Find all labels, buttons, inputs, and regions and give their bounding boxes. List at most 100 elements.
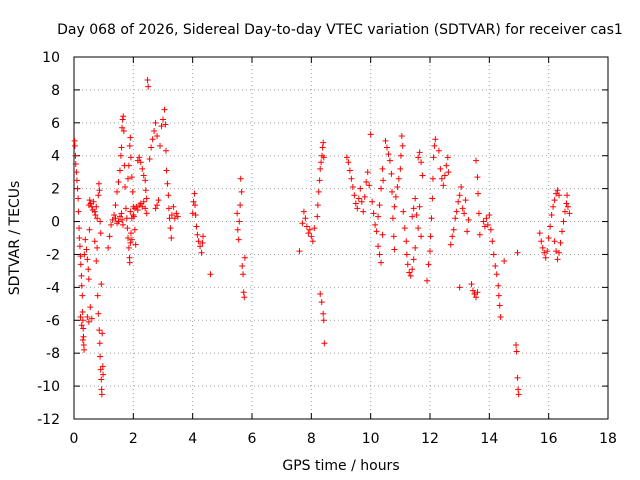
data-point <box>154 132 161 139</box>
data-point <box>311 225 318 232</box>
data-point <box>119 124 126 131</box>
data-point <box>140 172 147 179</box>
data-point <box>484 221 491 228</box>
data-point <box>399 142 406 149</box>
data-point <box>118 144 125 151</box>
data-point <box>302 215 309 222</box>
data-points <box>71 77 573 398</box>
data-point <box>556 192 563 199</box>
data-point <box>348 175 355 182</box>
data-point <box>501 258 508 265</box>
data-point <box>455 198 462 205</box>
data-point <box>237 175 244 182</box>
data-point <box>78 322 85 329</box>
data-point <box>370 210 377 217</box>
data-point <box>551 197 558 204</box>
data-point <box>132 241 139 248</box>
data-point <box>118 210 125 217</box>
data-point <box>173 210 180 217</box>
plot-frame <box>73 56 609 420</box>
data-point <box>410 205 417 212</box>
data-point <box>76 225 83 232</box>
data-point <box>96 327 103 334</box>
data-point <box>539 244 546 251</box>
grid-lines <box>74 57 608 419</box>
data-point <box>385 151 392 158</box>
data-point <box>476 231 483 238</box>
data-point <box>108 221 115 228</box>
data-point <box>79 337 86 344</box>
data-point <box>437 165 444 172</box>
data-point <box>151 128 158 135</box>
data-point <box>95 310 102 317</box>
data-point <box>128 215 135 222</box>
data-point <box>116 213 123 220</box>
data-point <box>119 221 126 228</box>
data-point <box>120 128 127 135</box>
data-point <box>474 289 481 296</box>
data-point <box>124 175 131 182</box>
data-point <box>155 197 162 204</box>
data-point <box>91 238 98 245</box>
data-point <box>192 211 199 218</box>
x-tick-label: 4 <box>188 431 197 447</box>
data-point <box>134 207 141 214</box>
data-point <box>496 302 503 309</box>
data-point <box>410 256 417 263</box>
data-point <box>397 165 404 172</box>
data-point <box>84 256 91 263</box>
data-point <box>73 177 80 184</box>
data-point <box>483 215 490 222</box>
data-point <box>97 366 104 373</box>
data-point <box>495 292 502 299</box>
data-point <box>550 203 557 210</box>
data-point <box>74 185 81 192</box>
data-point <box>352 200 359 207</box>
data-point <box>92 211 99 218</box>
data-point <box>123 215 130 222</box>
data-point <box>429 195 436 202</box>
data-point <box>98 391 105 398</box>
data-point <box>472 294 479 301</box>
data-point <box>114 188 121 195</box>
data-point <box>148 144 155 151</box>
data-point <box>401 225 408 232</box>
data-point <box>165 192 172 199</box>
data-point <box>145 83 152 90</box>
data-point <box>395 175 402 182</box>
data-point <box>234 210 241 217</box>
data-point <box>144 77 151 84</box>
data-point <box>125 244 132 251</box>
data-point <box>430 154 437 161</box>
data-point <box>428 215 435 222</box>
data-point <box>360 208 367 215</box>
data-point <box>447 241 454 248</box>
data-point <box>127 239 134 246</box>
data-point <box>117 152 124 159</box>
data-point <box>450 226 457 233</box>
data-point <box>432 136 439 143</box>
data-point <box>378 259 385 266</box>
data-point <box>136 154 143 161</box>
y-tick-label: -4 <box>46 280 60 296</box>
data-point <box>406 269 413 276</box>
data-point <box>90 198 97 205</box>
data-point <box>419 172 426 179</box>
data-point <box>551 238 558 245</box>
data-point <box>418 233 425 240</box>
data-point <box>162 147 169 154</box>
data-point <box>239 262 246 269</box>
data-point <box>127 208 134 215</box>
data-point <box>122 183 129 190</box>
data-point <box>190 198 197 205</box>
data-point <box>112 202 119 209</box>
data-point <box>80 325 87 332</box>
data-point <box>392 193 399 200</box>
data-point <box>72 152 79 159</box>
data-point <box>357 185 364 192</box>
data-point <box>389 215 396 222</box>
data-point <box>547 223 554 230</box>
data-point <box>379 231 386 238</box>
data-point <box>198 249 205 256</box>
data-point <box>416 149 423 156</box>
